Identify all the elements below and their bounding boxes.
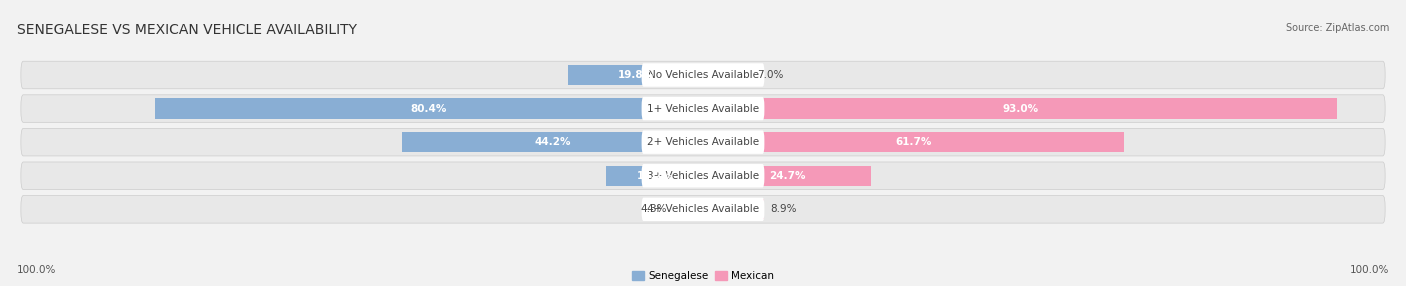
Text: 100.0%: 100.0% [1350, 265, 1389, 275]
Text: 4.3%: 4.3% [640, 204, 666, 214]
FancyBboxPatch shape [21, 196, 1385, 223]
Text: 4+ Vehicles Available: 4+ Vehicles Available [647, 204, 759, 214]
Text: 80.4%: 80.4% [411, 104, 447, 114]
Bar [703, 65, 751, 85]
FancyBboxPatch shape [641, 164, 765, 187]
Legend: Senegalese, Mexican: Senegalese, Mexican [631, 271, 775, 281]
FancyBboxPatch shape [641, 63, 765, 87]
Text: 2+ Vehicles Available: 2+ Vehicles Available [647, 137, 759, 147]
FancyBboxPatch shape [641, 97, 765, 120]
Bar [155, 98, 703, 119]
Bar [703, 199, 763, 219]
Text: 14.2%: 14.2% [637, 171, 672, 181]
Text: SENEGALESE VS MEXICAN VEHICLE AVAILABILITY: SENEGALESE VS MEXICAN VEHICLE AVAILABILI… [17, 23, 357, 37]
Text: 44.2%: 44.2% [534, 137, 571, 147]
Text: 19.8%: 19.8% [617, 70, 654, 80]
Bar [402, 132, 703, 152]
Text: No Vehicles Available: No Vehicles Available [648, 70, 758, 80]
Text: 1+ Vehicles Available: 1+ Vehicles Available [647, 104, 759, 114]
Bar [703, 98, 1337, 119]
Text: 61.7%: 61.7% [896, 137, 932, 147]
Text: 7.0%: 7.0% [758, 70, 785, 80]
FancyBboxPatch shape [641, 198, 765, 221]
Text: Source: ZipAtlas.com: Source: ZipAtlas.com [1285, 23, 1389, 33]
Bar [673, 199, 703, 219]
Text: 100.0%: 100.0% [17, 265, 56, 275]
Bar [568, 65, 703, 85]
Bar [703, 166, 872, 186]
FancyBboxPatch shape [21, 95, 1385, 122]
FancyBboxPatch shape [21, 162, 1385, 190]
Text: 8.9%: 8.9% [770, 204, 797, 214]
Bar [703, 132, 1123, 152]
Text: 3+ Vehicles Available: 3+ Vehicles Available [647, 171, 759, 181]
FancyBboxPatch shape [21, 61, 1385, 89]
FancyBboxPatch shape [21, 128, 1385, 156]
Bar [606, 166, 703, 186]
Text: 24.7%: 24.7% [769, 171, 806, 181]
Text: 93.0%: 93.0% [1002, 104, 1038, 114]
FancyBboxPatch shape [641, 130, 765, 154]
